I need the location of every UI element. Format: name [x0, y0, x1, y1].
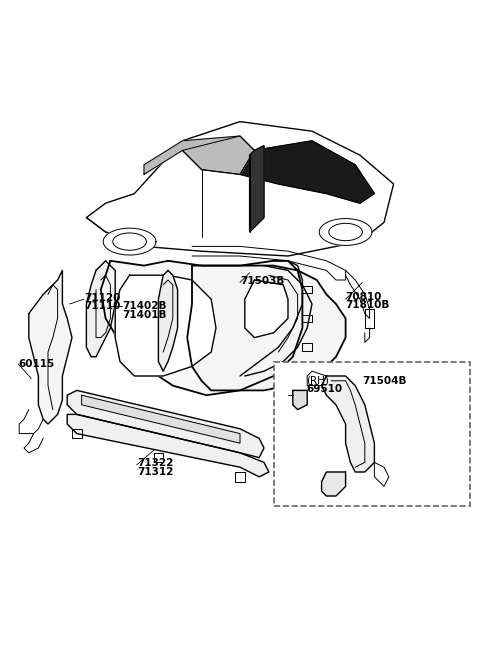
Text: 71810B: 71810B [346, 300, 390, 310]
Polygon shape [101, 261, 302, 395]
Text: 60115: 60115 [18, 359, 55, 369]
Text: 71401B: 71401B [122, 310, 167, 319]
Polygon shape [67, 415, 269, 477]
Polygon shape [144, 136, 254, 174]
Polygon shape [182, 136, 254, 174]
Text: 70810: 70810 [346, 292, 382, 302]
Polygon shape [115, 276, 216, 376]
Text: (RH): (RH) [306, 376, 329, 386]
Polygon shape [86, 121, 394, 256]
Polygon shape [293, 390, 307, 409]
Polygon shape [250, 146, 264, 232]
Polygon shape [240, 141, 374, 203]
Polygon shape [187, 266, 346, 390]
Polygon shape [82, 395, 240, 443]
Text: 71110: 71110 [84, 301, 120, 312]
Text: 71504B: 71504B [362, 376, 407, 386]
Text: 71312: 71312 [137, 466, 173, 476]
Text: 71120: 71120 [84, 293, 120, 303]
Text: 71322: 71322 [137, 459, 173, 468]
Text: 71503B: 71503B [240, 276, 284, 286]
Polygon shape [322, 376, 374, 472]
Polygon shape [245, 280, 288, 338]
Polygon shape [29, 270, 72, 424]
Polygon shape [86, 261, 115, 357]
Polygon shape [319, 218, 372, 245]
Polygon shape [322, 472, 346, 496]
Text: 69510: 69510 [306, 384, 342, 394]
Polygon shape [67, 390, 264, 458]
Polygon shape [158, 270, 178, 371]
FancyBboxPatch shape [274, 361, 470, 506]
Polygon shape [103, 228, 156, 255]
Text: 71402B: 71402B [122, 301, 167, 312]
